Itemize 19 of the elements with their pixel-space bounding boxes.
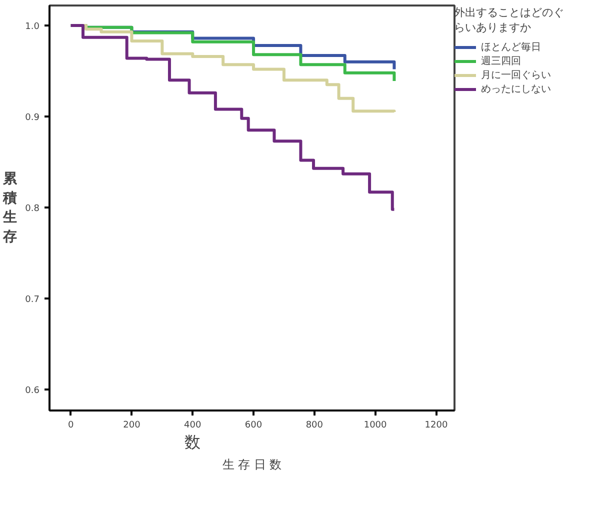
y-tick-label: 0.9 [25,113,40,124]
legend-label: ほとんど毎日 [481,41,541,54]
legend-label: 月に一回ぐらい [481,69,551,82]
y-axis-title: 累積生存 [2,171,18,245]
x-tick-label: 600 [244,420,262,430]
x-tick-label: 0 [68,420,74,430]
legend-label: めったにしない [481,83,551,96]
legend-label: 週三四回 [481,55,521,68]
y-tick-label: 0.8 [25,204,40,214]
text: 数 [184,432,200,452]
x-tick-label: 400 [184,420,202,430]
x-tick-label: 800 [306,420,324,430]
x-tick-label: 1000 [364,420,388,430]
y-tick-label: 0.7 [25,295,40,306]
x-tick-label: 200 [123,420,141,430]
x-axis-title: 生 存 日 数 [222,458,282,472]
y-tick-label: 0.6 [25,386,40,396]
x-tick-label: 1200 [424,420,448,430]
y-tick-label: 1.0 [25,22,40,32]
